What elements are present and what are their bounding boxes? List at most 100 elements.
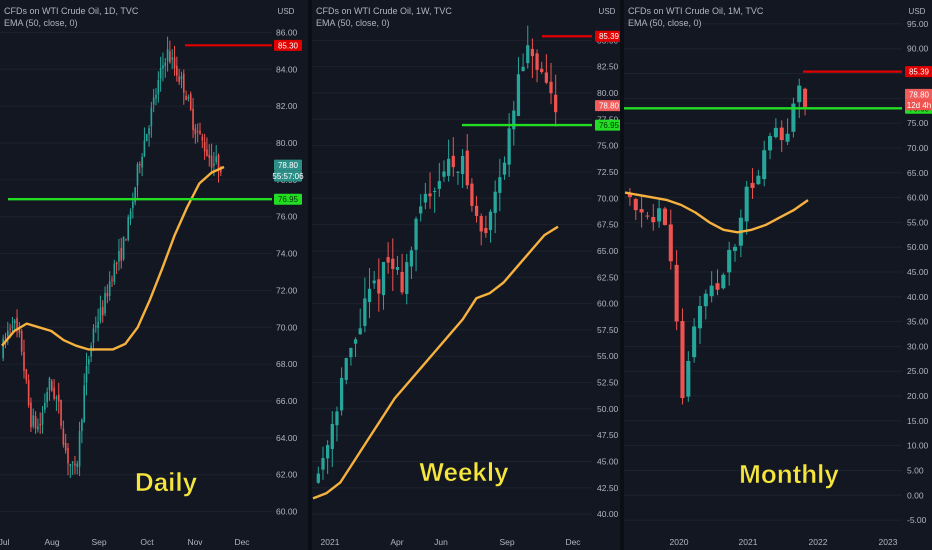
candle-body xyxy=(118,250,120,262)
y-tick-label: 40.00 xyxy=(907,292,929,302)
y-tick-label: 90.00 xyxy=(907,44,929,54)
y-tick-label: 95.00 xyxy=(907,19,929,29)
candle-body xyxy=(213,163,215,166)
y-tick-label: 62.50 xyxy=(597,272,619,282)
candle-body xyxy=(544,72,548,83)
y-tick-label: 50.00 xyxy=(597,404,619,414)
y-tick-label: 86.00 xyxy=(276,27,298,37)
price-tag: 78.80 xyxy=(278,161,299,170)
candle-body xyxy=(744,186,749,222)
candle-body xyxy=(344,358,348,380)
candle-body xyxy=(479,216,483,232)
y-tick-label: 60.00 xyxy=(276,507,298,517)
candle-body xyxy=(162,65,164,69)
candle-body xyxy=(111,279,113,281)
resistance-price-tag-bg xyxy=(905,66,932,78)
candle-body xyxy=(178,76,180,82)
candle-body xyxy=(71,461,74,464)
candle-body xyxy=(203,141,206,152)
candle-body xyxy=(750,182,755,189)
price-tag-bg xyxy=(595,100,623,112)
x-tick-label: Jul xyxy=(0,537,10,547)
candle-body xyxy=(208,154,211,158)
candle-body xyxy=(150,107,153,127)
y-tick-label: 75.00 xyxy=(907,118,929,128)
candle-body xyxy=(173,57,176,69)
candle-body xyxy=(686,361,691,397)
candle-body xyxy=(120,247,123,261)
candle-body xyxy=(367,288,372,303)
candle-body xyxy=(386,257,390,263)
candle-body xyxy=(549,81,553,94)
candle-body xyxy=(189,93,192,110)
resistance-price-tag-bg xyxy=(274,39,302,51)
candle-body xyxy=(381,261,386,296)
candle-body xyxy=(78,431,81,467)
y-tick-label: 57.50 xyxy=(597,325,619,335)
y-tick-label: -5.00 xyxy=(907,515,927,525)
chart-panel-daily: 86.0084.0082.0080.0078.0076.0074.0072.00… xyxy=(0,7,304,547)
candle-body xyxy=(157,80,160,95)
candle-body xyxy=(419,206,423,214)
y-tick-label: 84.00 xyxy=(276,64,298,74)
candle-body xyxy=(756,175,761,185)
y-tick-label: 20.00 xyxy=(907,391,929,401)
candle-body xyxy=(9,328,11,330)
price-tag-bg xyxy=(905,88,932,100)
support-price-tag-bg xyxy=(274,193,302,205)
y-tick-label: 35.00 xyxy=(907,317,929,327)
candle-body xyxy=(185,95,187,101)
candle-body xyxy=(46,391,48,403)
resistance-price-tag: 85.39 xyxy=(599,32,620,41)
candle-body xyxy=(456,171,460,173)
candle-body xyxy=(321,458,325,470)
candle-body xyxy=(797,85,802,103)
candle-body xyxy=(39,423,42,426)
candle-body xyxy=(81,419,83,432)
x-tick-label: Apr xyxy=(390,537,403,547)
y-tick-label: 55.00 xyxy=(907,217,929,227)
candle-body xyxy=(138,164,141,166)
x-tick-label: 2023 xyxy=(879,537,898,547)
candle-body xyxy=(192,108,194,131)
candle-body xyxy=(779,127,784,141)
candle-body xyxy=(657,208,662,222)
candle-body xyxy=(703,293,708,307)
candle-body xyxy=(680,321,685,399)
candle-body xyxy=(409,250,414,267)
ema-line xyxy=(624,191,809,234)
x-tick-label: Oct xyxy=(140,537,154,547)
candle-body xyxy=(405,262,409,294)
y-tick-label: 72.00 xyxy=(276,285,298,295)
x-tick-label: 2022 xyxy=(809,537,828,547)
candle-body xyxy=(437,180,441,189)
candle-body xyxy=(474,205,479,216)
candle-body xyxy=(159,68,162,79)
candle-body xyxy=(651,217,656,223)
candle-body xyxy=(83,385,86,423)
panel-divider xyxy=(308,0,312,550)
candle-body xyxy=(727,249,732,273)
candle-body xyxy=(460,155,465,175)
currency-label: USD xyxy=(909,7,926,16)
y-tick-label: 65.00 xyxy=(907,168,929,178)
y-tick-label: 82.50 xyxy=(597,62,619,72)
candle-body xyxy=(27,379,30,406)
candle-body xyxy=(148,128,150,135)
candle-body xyxy=(627,194,632,198)
candle-body xyxy=(217,155,220,170)
candle-body xyxy=(16,317,18,330)
x-tick-label: 2020 xyxy=(670,537,689,547)
y-tick-label: 62.00 xyxy=(276,470,298,480)
candle-body xyxy=(76,463,79,467)
candle-body xyxy=(2,338,4,359)
price-tag: 55:57:06 xyxy=(272,172,304,181)
candle-body xyxy=(470,183,474,206)
candle-body xyxy=(30,402,32,428)
candle-body xyxy=(803,88,808,107)
candle-body xyxy=(127,217,130,240)
candle-body xyxy=(171,57,174,60)
candle-body xyxy=(215,156,218,163)
price-tag-bg xyxy=(274,170,302,182)
candle-body xyxy=(187,96,190,99)
